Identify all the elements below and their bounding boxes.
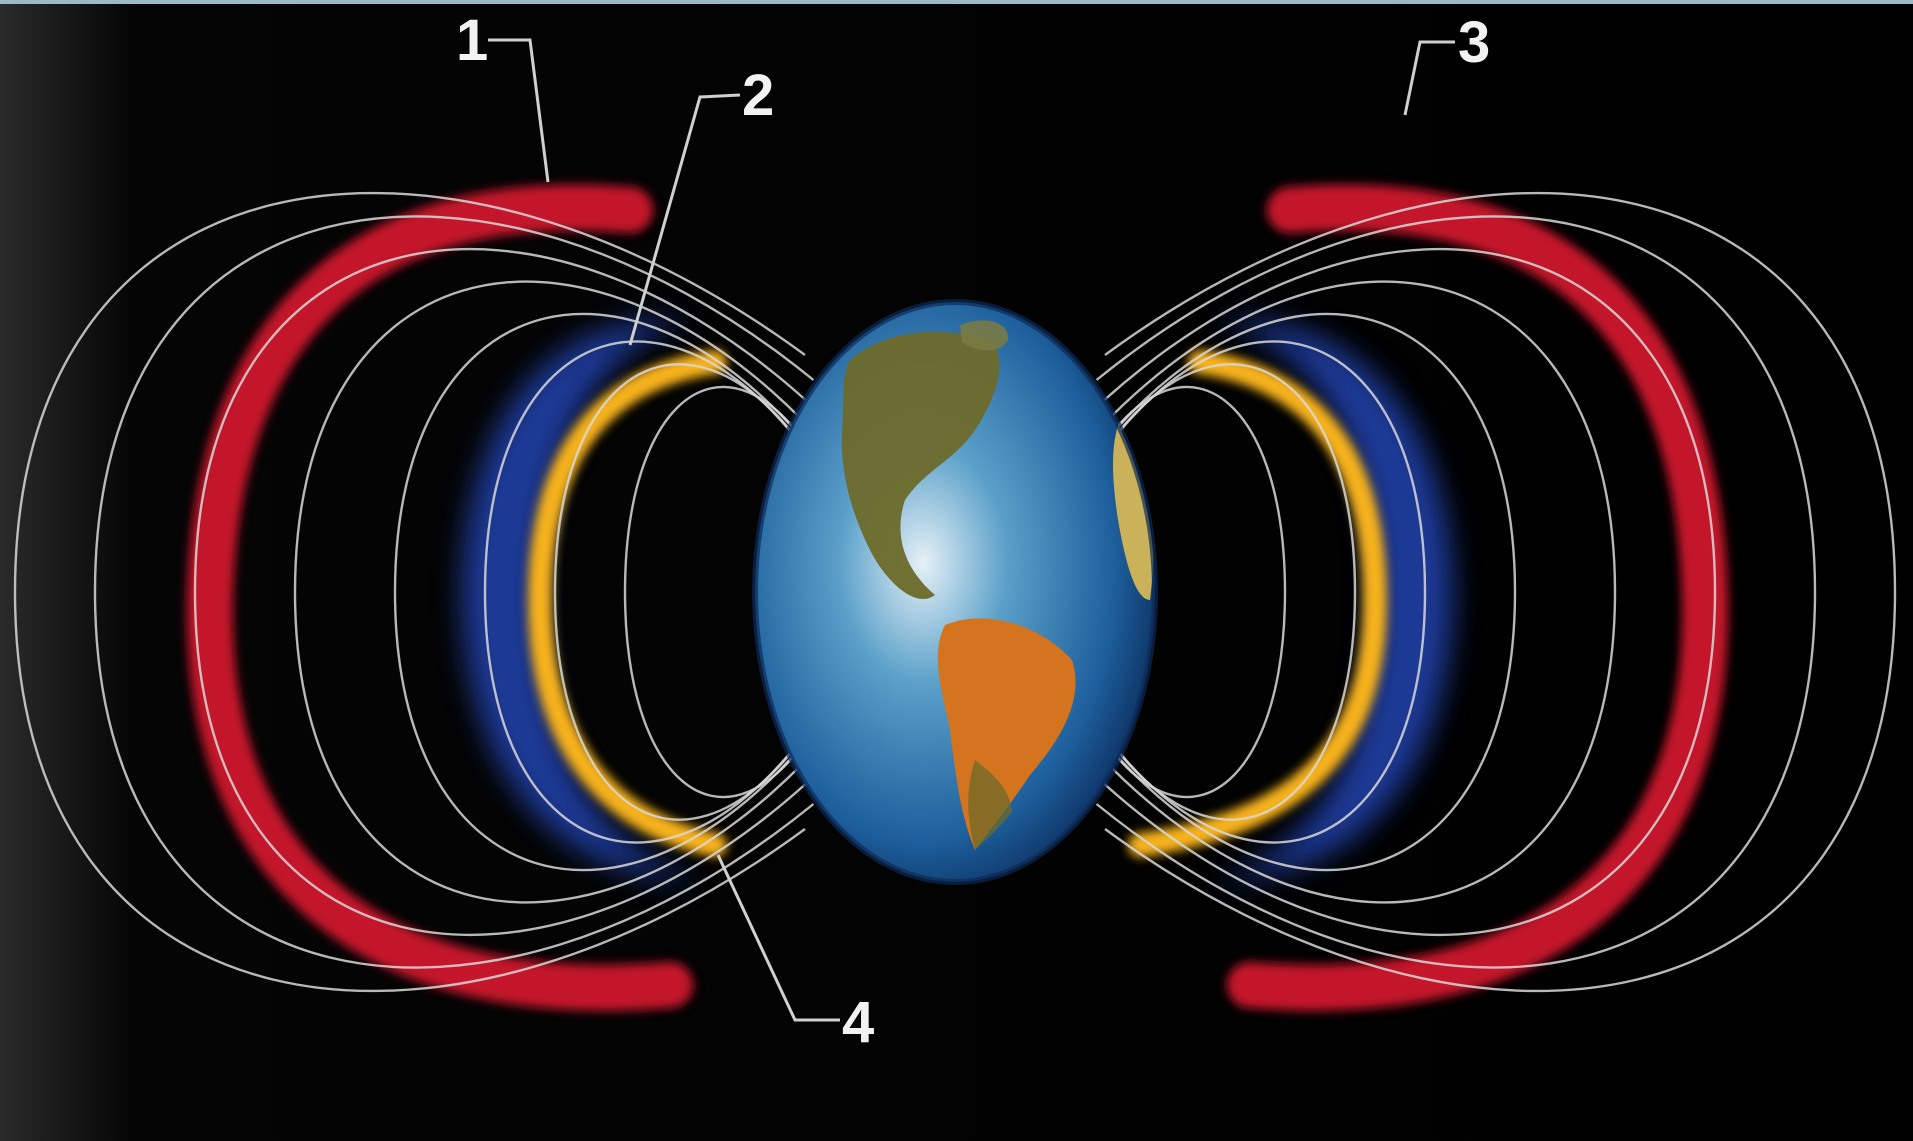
field-line-right-3 xyxy=(1087,247,1717,937)
leader-1 xyxy=(488,38,550,183)
field-line-left-6 xyxy=(483,340,849,844)
plasma-zones xyxy=(462,319,1453,880)
outer-belt-left xyxy=(186,184,693,1011)
field-line-left-1 xyxy=(13,191,806,993)
top-border xyxy=(0,0,1913,4)
field-line-left-3 xyxy=(193,247,823,937)
plasma-zone-right xyxy=(1215,319,1453,880)
callouts: 1 2 3 4 xyxy=(456,8,1490,1055)
inner-belt-left xyxy=(527,350,727,857)
north-america xyxy=(841,331,1000,599)
field-line-right-4 xyxy=(1078,280,1617,904)
outer-belt-right xyxy=(1227,184,1729,1011)
field-line-right-7 xyxy=(1053,363,1357,821)
callout-label-3: 3 xyxy=(1458,10,1490,75)
field-line-right-2 xyxy=(1095,215,1817,969)
leader-3 xyxy=(1403,40,1455,116)
leader-4 xyxy=(716,854,840,1022)
plasma-zone-left xyxy=(462,319,700,880)
field-line-left-4 xyxy=(293,280,832,904)
callout-leaders xyxy=(488,38,1455,1022)
field-line-left-5 xyxy=(393,312,840,872)
field-line-left-7 xyxy=(553,363,857,821)
south-america-shade xyxy=(968,760,1012,850)
field-lines xyxy=(13,191,1897,993)
field-line-left-2 xyxy=(93,215,815,969)
field-line-right-1 xyxy=(1104,191,1897,993)
field-line-right-8 xyxy=(1044,385,1287,799)
callout-label-2: 2 xyxy=(742,63,774,128)
field-line-right-5 xyxy=(1070,312,1517,872)
callout-label-4: 4 xyxy=(842,990,874,1055)
outer-radiation-belts xyxy=(186,184,1729,1011)
inner-radiation-belts xyxy=(527,350,1388,857)
field-line-left-8 xyxy=(623,385,866,799)
earth xyxy=(752,299,1158,885)
field-line-right-6 xyxy=(1061,340,1427,844)
inner-belt-right xyxy=(1128,350,1388,857)
callout-label-1: 1 xyxy=(456,8,488,73)
leader-2 xyxy=(628,93,741,346)
greenland xyxy=(960,320,1009,351)
